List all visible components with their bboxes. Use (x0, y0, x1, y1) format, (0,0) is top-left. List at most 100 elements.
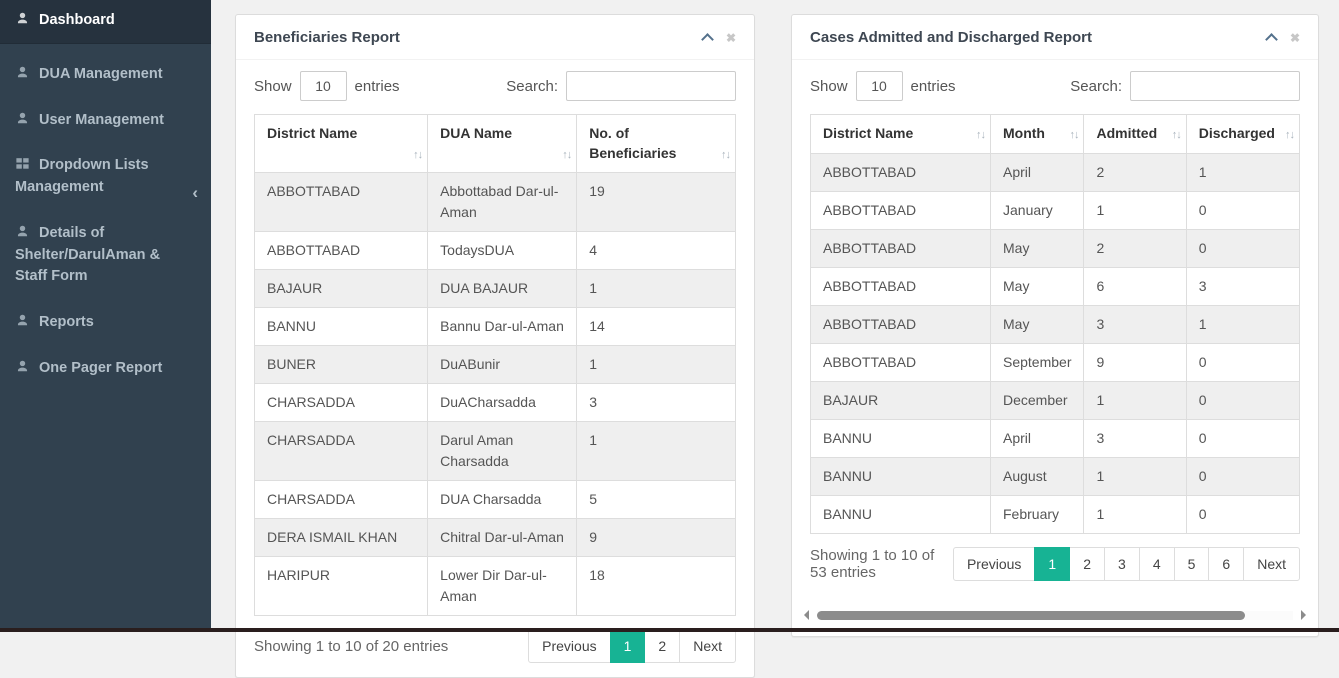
page-button-1[interactable]: 1 (609, 629, 646, 664)
table-cell: BANNU (253, 307, 429, 347)
sidebar-item-one-pager-report[interactable]: One Pager Report (0, 346, 211, 392)
column-header-label: No. of Beneficiaries (589, 125, 677, 161)
scrollbar-thumb[interactable] (817, 610, 1246, 620)
page-size-select[interactable]: 10 (299, 71, 347, 101)
page-button-2[interactable]: 2 (644, 629, 681, 664)
sidebar-item-dropdown-lists-management[interactable]: Dropdown Lists Management ‹ (0, 143, 211, 211)
table-cell: December (989, 380, 1085, 420)
page-button-6[interactable]: 6 (1208, 546, 1245, 581)
page-button-5[interactable]: 5 (1173, 546, 1210, 581)
table-row: BANNU February 1 0 (810, 494, 1301, 534)
table-controls: Show 10 entries Search: (792, 60, 1318, 113)
close-icon[interactable]: ✖ (1289, 30, 1300, 45)
table-cell: CHARSADDA (253, 421, 429, 482)
table-cell: ABBOTTABAD (253, 172, 429, 233)
table-cell: 4 (576, 231, 736, 271)
column-header-discharged[interactable]: Discharged ↑↓ (1185, 114, 1301, 154)
user-icon (15, 224, 30, 238)
page-size-select[interactable]: 10 (855, 71, 903, 101)
table-cell: 1 (1185, 152, 1301, 192)
table-cell: 1 (576, 421, 736, 482)
table-cell: ABBOTTABAD (810, 152, 991, 192)
table-cell: Darul Aman Charsadda (427, 421, 578, 482)
table-cell: May (989, 304, 1085, 344)
table-cell: January (989, 190, 1085, 230)
sidebar-item-dua-management[interactable]: DUA Management (0, 52, 211, 98)
page-button-previous[interactable]: Previous (952, 546, 1036, 581)
table-cell: ABBOTTABAD (810, 342, 991, 382)
table-wrap: District Name ↑↓ DUA Name ↑↓ No. of Benefici… (253, 113, 736, 617)
sidebar-item-dashboard[interactable]: Dashboard (0, 0, 211, 44)
table-cell: DuACharsadda (427, 383, 578, 423)
search-input[interactable] (566, 71, 736, 101)
table-cell: 2 (1083, 152, 1187, 192)
collapse-icon[interactable] (1266, 33, 1278, 42)
table-cell: HARIPUR (253, 556, 429, 617)
column-header-label: District Name (823, 125, 914, 141)
page-button-1[interactable]: 1 (1034, 546, 1071, 581)
scroll-right-arrow-icon[interactable] (1301, 610, 1306, 621)
table-cell: BANNU (810, 456, 991, 496)
sidebar-item-details-of-shelter-darulaman-staff-form[interactable]: Details of Shelter/DarulAman & Staff For… (0, 211, 211, 300)
collapse-icon[interactable] (702, 33, 714, 42)
sidebar-item-reports[interactable]: Reports (0, 300, 211, 346)
table-row: ABBOTTABAD May 2 0 (810, 228, 1301, 268)
showing-entries-text: Showing 1 to 10 of 53 entries (810, 546, 935, 581)
column-header-month[interactable]: Month ↑↓ (989, 114, 1085, 154)
page-button-next[interactable]: Next (679, 629, 736, 664)
table-cell: DUA Charsadda (427, 480, 578, 520)
sidebar: Dashboard DUA Management User Management Dr… (0, 0, 211, 632)
column-header-dua-name[interactable]: DUA Name ↑↓ (427, 113, 578, 174)
window-bottom-edge (0, 628, 1339, 632)
column-header-district-name[interactable]: District Name ↑↓ (253, 113, 429, 174)
scrollbar-track[interactable] (817, 610, 1293, 620)
table-cell: 14 (576, 307, 736, 347)
table-cell: 2 (1083, 228, 1187, 268)
show-label: Show (810, 77, 848, 95)
close-icon[interactable]: ✖ (725, 30, 736, 45)
show-entries-group: Show 10 entries (254, 71, 400, 101)
sidebar-item-label: DUA Management (39, 65, 163, 82)
sidebar-item-label: Details of Shelter/DarulAman & Staff For… (15, 224, 161, 285)
table-cell: 0 (1185, 456, 1301, 496)
column-header-district-name[interactable]: District Name ↑↓ (810, 114, 991, 154)
table-cell: 9 (576, 518, 736, 558)
table-row: ABBOTTABAD September 9 0 (810, 342, 1301, 382)
table-cell: August (989, 456, 1085, 496)
table-row: ABBOTTABAD April 2 1 (810, 152, 1301, 192)
scroll-left-arrow-icon[interactable] (804, 610, 809, 621)
table-cell: Abbottabad Dar-ul-Aman (427, 172, 578, 233)
table-cell: DUA BAJAUR (427, 269, 578, 309)
grid-icon (15, 156, 30, 170)
table-cell: ABBOTTABAD (810, 228, 991, 268)
page-button-2[interactable]: 2 (1069, 546, 1106, 581)
table-cell: May (989, 266, 1085, 306)
pagination: Previous 1 2 3 4 5 6 Next (952, 546, 1300, 581)
table-cell: 3 (576, 383, 736, 423)
column-header-label: Month (1003, 125, 1045, 141)
table-cell: DERA ISMAIL KHAN (253, 518, 429, 558)
page-button-3[interactable]: 3 (1104, 546, 1140, 581)
page-button-4[interactable]: 4 (1138, 546, 1175, 581)
table-cell: 0 (1185, 228, 1301, 268)
table-cell: 1 (1083, 456, 1187, 496)
beneficiaries-report-panel: Beneficiaries Report ✖ Show 10 entries S… (235, 14, 755, 678)
table-row: DERA ISMAIL KHAN Chitral Dar-ul-Aman 9 (253, 518, 736, 558)
table-cell: BANNU (810, 418, 991, 458)
pagination: Previous 1 2 Next (528, 629, 736, 664)
table-cell: Lower Dir Dar-ul-Aman (427, 556, 578, 617)
search-input[interactable] (1130, 71, 1300, 101)
sidebar-item-label: Reports (39, 314, 94, 330)
table-cell: ABBOTTABAD (810, 304, 991, 344)
table-cell: BANNU (810, 494, 991, 534)
entries-label: entries (354, 77, 400, 95)
page-button-next[interactable]: Next (1243, 546, 1300, 581)
table-cell: 6 (1083, 266, 1187, 306)
column-header-no-of-beneficiaries[interactable]: No. of Beneficiaries ↑↓ (576, 113, 736, 174)
beneficiaries-table: District Name ↑↓ DUA Name ↑↓ No. of Benefici… (253, 113, 736, 617)
table-wrap: District Name ↑↓ Month ↑↓ Admitted ↑↓ Discharg… (810, 114, 1301, 534)
sidebar-item-user-management[interactable]: User Management (0, 98, 211, 144)
page-button-previous[interactable]: Previous (528, 629, 611, 664)
column-header-admitted[interactable]: Admitted ↑↓ (1083, 114, 1187, 154)
table-row: BUNER DuABunir 1 (253, 345, 736, 385)
